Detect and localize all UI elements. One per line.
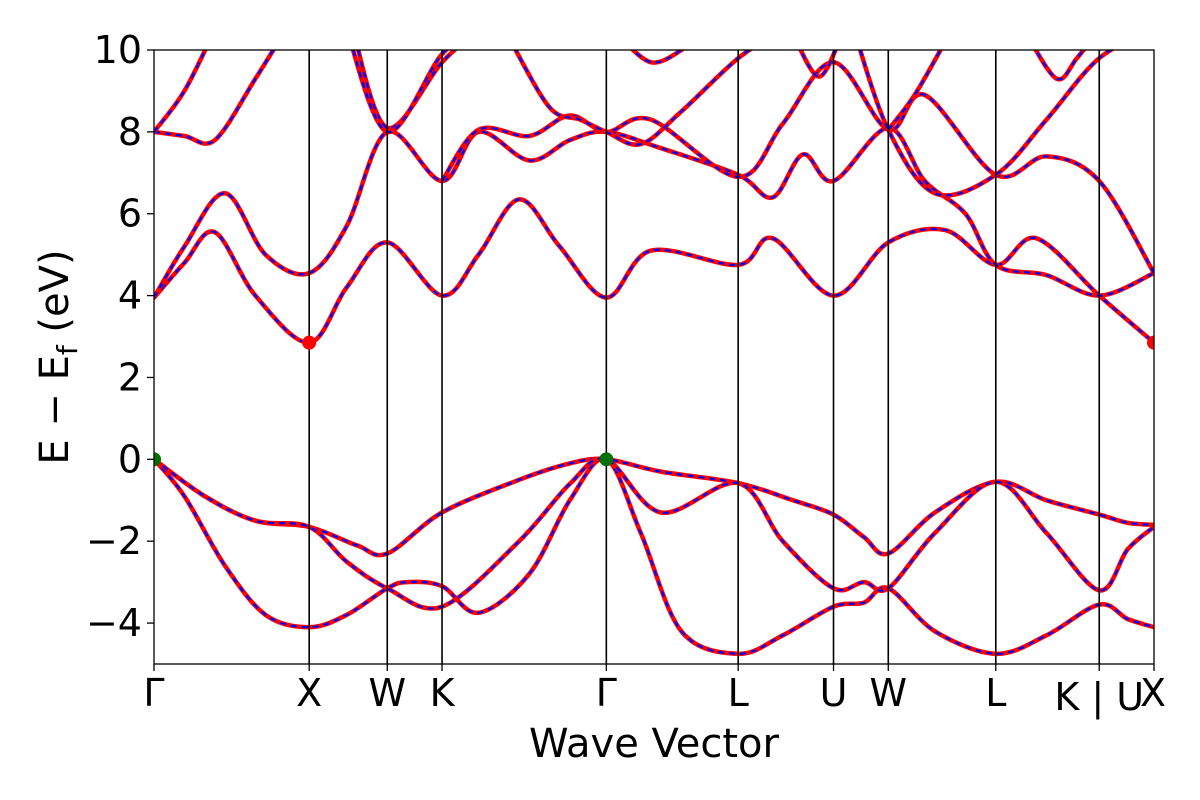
extrema-markers — [154, 335, 1154, 467]
band-line-dashed-1 — [154, 457, 1154, 655]
band-line-dashed-4 — [154, 198, 1154, 344]
y-tick-label: −2 — [86, 519, 142, 563]
band-line-dashed-11 — [514, 50, 752, 146]
x-tick-label: W — [368, 671, 406, 715]
band-line-1 — [154, 456, 1154, 657]
bands-layer — [154, 50, 1154, 657]
x-tick-label: Γ — [143, 671, 164, 715]
band-line-2 — [154, 456, 1154, 558]
band-line-5 — [154, 125, 1154, 300]
band-line-dashed-15 — [1034, 50, 1085, 81]
y-tick-label: −4 — [86, 601, 142, 645]
band-line-7 — [154, 50, 208, 135]
x-axis-label: Wave Vector — [529, 721, 780, 767]
x-tick-label: W — [869, 671, 907, 715]
y-axis-label-subscript: f — [51, 344, 84, 355]
band-line-dashed-12 — [631, 50, 684, 64]
x-tick-label: K — [430, 671, 456, 715]
vbm-marker-2 — [599, 452, 614, 467]
band-line-9 — [350, 50, 450, 135]
y-tick-label: 2 — [118, 355, 142, 399]
plot-frame — [153, 49, 1155, 665]
band-line-dashed-5 — [154, 126, 1154, 299]
band-line-dashed-16 — [887, 50, 942, 131]
y-tick-label: 10 — [94, 28, 142, 72]
band-line-14 — [857, 50, 1116, 198]
x-tick-label: L — [985, 671, 1006, 715]
high-symmetry-lines — [308, 50, 1101, 664]
y-axis-ticks: −4 −2 0 2 4 6 8 10 — [86, 28, 154, 645]
band-line-dashed-7 — [154, 50, 207, 133]
y-tick-label: 8 — [118, 110, 142, 154]
x-tick-label: L — [728, 671, 749, 715]
band-line-13 — [798, 50, 838, 79]
y-axis-label: E − Ef (eV) — [32, 249, 84, 464]
x-tick-label: X — [1140, 671, 1166, 715]
y-axis-label-unit: (eV) — [32, 249, 78, 345]
x-tick-label: U — [820, 671, 848, 715]
cbm-marker-4 — [1147, 335, 1154, 350]
band-line-dashed-8 — [357, 50, 457, 129]
y-tick-label: 4 — [118, 274, 142, 318]
band-line-6 — [154, 50, 276, 146]
band-line-dashed-6 — [154, 50, 275, 145]
band-line-12 — [629, 50, 686, 65]
y-axis-label-main: E − E — [32, 355, 78, 465]
y-tick-label: 6 — [118, 192, 142, 236]
band-line-dashed-14 — [859, 50, 1114, 197]
x-tick-label: Γ — [596, 671, 617, 715]
band-line-10 — [439, 60, 1154, 276]
x-tick-label: X — [296, 671, 322, 715]
y-tick-label: 0 — [118, 437, 142, 481]
band-line-dashed-2 — [154, 457, 1154, 557]
band-line-3 — [154, 456, 1154, 611]
x-tick-label: K | U — [1054, 675, 1144, 720]
vbm-marker-1 — [154, 452, 161, 467]
cbm-marker-3 — [302, 335, 317, 350]
